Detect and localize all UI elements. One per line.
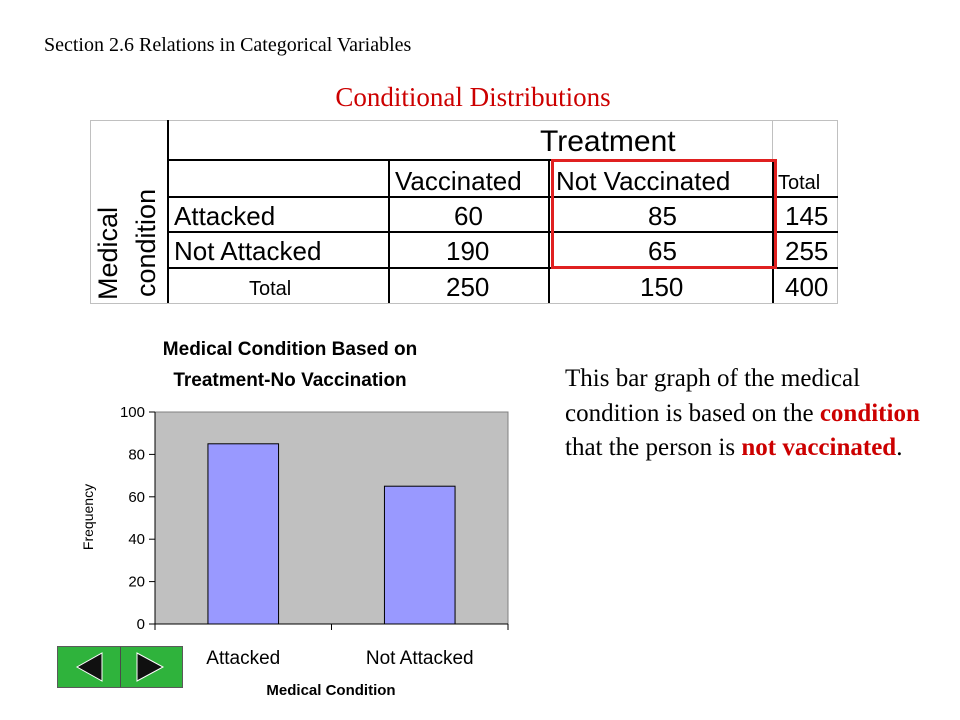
bar-not-attacked (383, 485, 456, 625)
row-group-label-medical: Medical (93, 206, 123, 300)
row-label-not-attacked: Not Attacked (174, 236, 322, 266)
y-tick-label: 60 (128, 489, 145, 506)
triangle-right-icon (136, 652, 165, 682)
chart-title-line1: Medical Condition Based on (163, 339, 417, 360)
col-header-not-vaccinated: Not Vaccinated (556, 166, 731, 196)
chart-title-line2: Treatment-No Vaccination (173, 370, 406, 391)
description-part3: . (896, 434, 903, 461)
slide-title: Conditional Distributions (335, 82, 611, 112)
next-slide-button[interactable] (121, 647, 183, 687)
highlight-not-vaccinated: not vaccinated (741, 434, 897, 461)
x-axis-label: Medical Condition (266, 682, 395, 699)
cell-not-attacked-vaccinated: 190 (446, 236, 490, 266)
cell-attacked-total: 145 (785, 201, 829, 231)
description-part1: This bar graph of the medical condition … (565, 365, 861, 427)
col-header-vaccinated: Vaccinated (395, 166, 522, 196)
category-label-not-attacked: Not Attacked (366, 648, 474, 669)
row-label-attacked: Attacked (174, 201, 276, 231)
y-axis-label: Frequency (80, 484, 96, 550)
cell-attacked-not-vaccinated: 85 (648, 201, 677, 231)
nav-divider (120, 647, 121, 687)
category-label-attacked: Attacked (206, 648, 280, 669)
slide-navigation (57, 646, 183, 688)
y-tick-label: 80 (128, 446, 145, 463)
cell-not-attacked-not-vaccinated: 65 (648, 236, 677, 266)
bar-attacked (207, 443, 280, 625)
cell-total-not-vaccinated: 150 (640, 272, 684, 302)
contingency-table: Treatment Vaccinated Not Vaccinated Tota… (0, 0, 960, 320)
previous-slide-button[interactable] (58, 647, 120, 687)
description-text: This bar graph of the medical condition … (565, 362, 945, 466)
cell-total-vaccinated: 250 (446, 272, 490, 302)
not-vaccinated-highlight-box (551, 159, 777, 269)
col-header-total: Total (778, 172, 821, 194)
treatment-header: Treatment (540, 125, 676, 158)
y-tick-label: 20 (128, 574, 145, 591)
cell-attacked-vaccinated: 60 (454, 201, 483, 231)
y-tick-label: 100 (120, 404, 145, 421)
section-title: Section 2.6 Relations in Categorical Var… (44, 34, 412, 56)
cell-total-total: 400 (785, 272, 829, 302)
row-label-total: Total (249, 278, 292, 300)
row-group-label-condition: condition (131, 188, 161, 297)
description-part2: that the person is (565, 434, 742, 461)
triangle-left-icon (75, 652, 103, 682)
highlight-condition: condition (819, 399, 920, 427)
y-tick-label: 40 (128, 531, 145, 548)
bar-chart: Medical Condition Based on Treatment-No … (80, 339, 509, 699)
y-tick-label: 0 (137, 616, 145, 633)
cell-not-attacked-total: 255 (785, 236, 829, 266)
